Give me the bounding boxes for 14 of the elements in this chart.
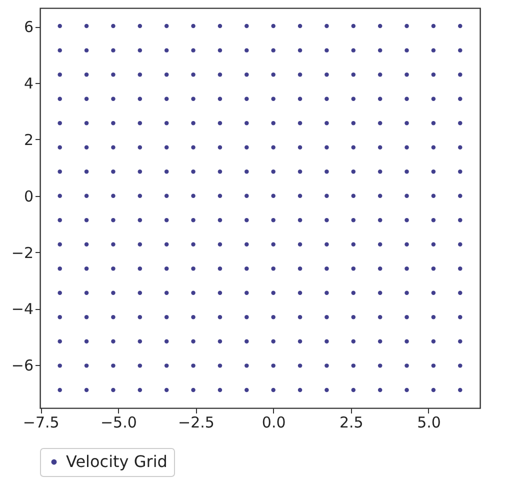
- x-tick-label: 5.0: [417, 414, 441, 432]
- x-tick-label: −5.0: [100, 414, 137, 432]
- y-tick-label: −4: [11, 300, 34, 318]
- legend-label: Velocity Grid: [66, 452, 168, 471]
- x-tick-label: −2.5: [178, 414, 214, 432]
- y-tick-label: 4: [24, 74, 34, 93]
- x-tick-label: 2.5: [339, 414, 364, 432]
- x-tick-label: 0.0: [262, 414, 286, 432]
- y-tick-label: −6: [11, 356, 34, 375]
- y-tick-label: 2: [24, 130, 34, 149]
- y-tick-label: 6: [24, 18, 34, 36]
- y-tick-label: −2: [11, 244, 34, 262]
- y-tick-label: 0: [24, 187, 34, 206]
- x-tick-label: −7.5: [22, 414, 60, 432]
